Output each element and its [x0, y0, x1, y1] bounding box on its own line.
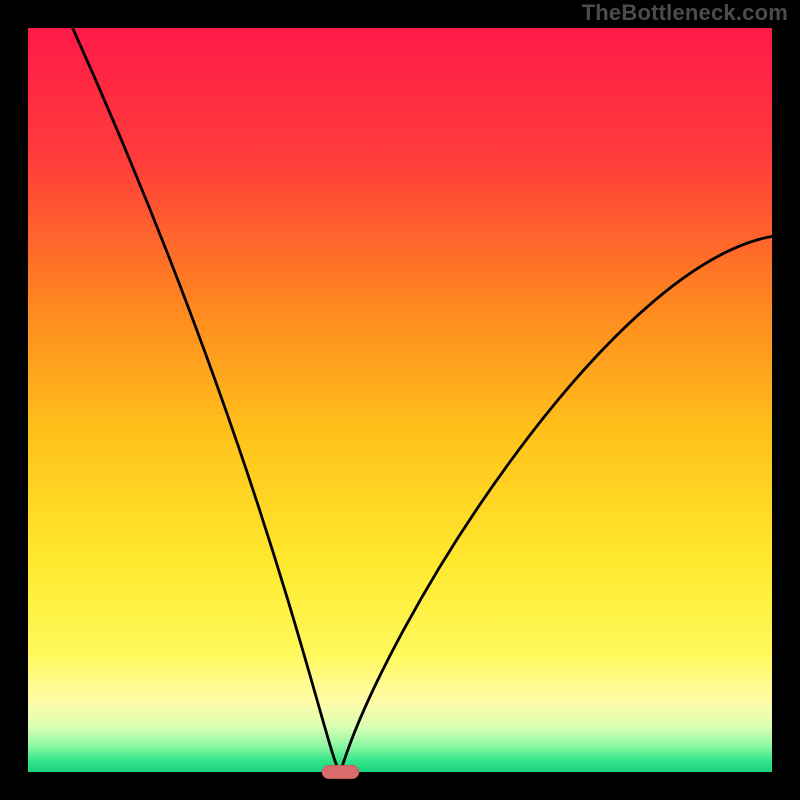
bottleneck-chart: [0, 0, 800, 800]
plot-background: [28, 28, 772, 772]
dip-marker: [322, 765, 359, 778]
chart-frame: TheBottleneck.com: [0, 0, 800, 800]
watermark-text: TheBottleneck.com: [582, 0, 788, 26]
